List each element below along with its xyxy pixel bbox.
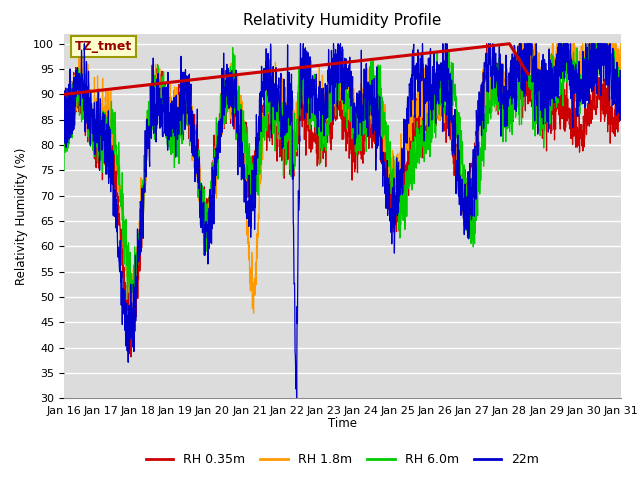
- X-axis label: Time: Time: [328, 418, 357, 431]
- Text: TZ_tmet: TZ_tmet: [75, 40, 132, 53]
- Title: Relativity Humidity Profile: Relativity Humidity Profile: [243, 13, 442, 28]
- Y-axis label: Relativity Humidity (%): Relativity Humidity (%): [15, 147, 28, 285]
- Legend: RH 0.35m, RH 1.8m, RH 6.0m, 22m: RH 0.35m, RH 1.8m, RH 6.0m, 22m: [141, 448, 544, 471]
